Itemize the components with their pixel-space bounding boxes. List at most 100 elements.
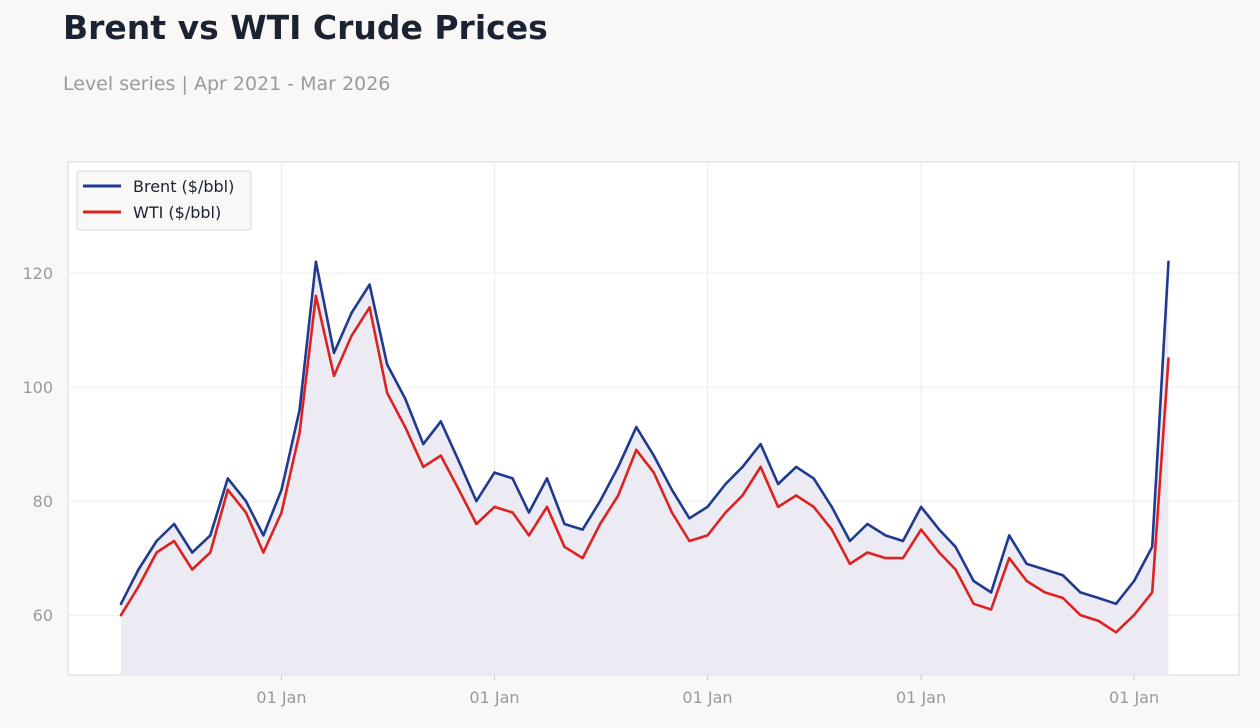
wti-line-point <box>314 294 318 298</box>
brent-line-point <box>1079 591 1082 594</box>
brent-line-point <box>652 454 655 457</box>
wti-line-point <box>919 528 923 531</box>
wti-line-point <box>581 556 584 560</box>
brent-line-point <box>759 442 762 446</box>
brent-line-point <box>298 408 301 412</box>
wti-line-point <box>155 551 158 554</box>
brent-line-point <box>938 528 941 531</box>
wti-line-point <box>938 551 941 554</box>
legend-label-brent: Brent ($/bbl) <box>133 177 234 196</box>
brent-line-point <box>741 465 744 469</box>
wti-line-point <box>635 448 638 452</box>
wti-line-point <box>475 522 478 526</box>
brent-line-point <box>191 551 194 554</box>
brent-line-point <box>563 522 566 526</box>
y-tick-label: 60 <box>33 606 53 625</box>
brent-line-point <box>866 522 869 526</box>
brent-line-point <box>1167 260 1170 263</box>
wti-line-point <box>776 505 780 509</box>
wti-line-point <box>741 494 744 497</box>
wti-line-point <box>511 511 514 514</box>
wti-line-point <box>298 431 301 434</box>
wti-line-point <box>1061 596 1065 600</box>
x-tick-label: 01 Jan <box>469 688 519 707</box>
brent-line-point <box>314 260 318 263</box>
wti-line-point <box>812 505 815 509</box>
wti-line-point <box>457 488 461 491</box>
brent-line-point <box>1132 579 1136 583</box>
area-fill-layer <box>121 261 1169 675</box>
y-tick-label: 100 <box>22 378 53 397</box>
brent-line-point <box>350 311 353 315</box>
wti-line-point <box>1097 619 1100 623</box>
wti-line-point <box>1079 613 1082 617</box>
wti-line-point <box>226 488 229 491</box>
wti-line-point <box>866 551 869 554</box>
wti-line-point <box>670 511 674 514</box>
y-tick-label: 80 <box>33 492 53 511</box>
x-tick-label: 01 Jan <box>256 688 306 707</box>
wti-line-point <box>137 585 140 588</box>
wti-line-point <box>706 534 709 537</box>
brent-line-point <box>475 499 478 503</box>
wti-line-point <box>209 551 212 554</box>
brent-line-point <box>368 283 371 286</box>
wti-line-point <box>350 334 353 338</box>
wti-line-point <box>332 374 336 377</box>
wti-line-point <box>563 545 566 548</box>
brent-line-point <box>226 477 229 480</box>
wti-line-point <box>1132 613 1136 617</box>
wti-line-point <box>830 528 833 531</box>
wti-line-point <box>385 391 389 394</box>
x-tick-label: 01 Jan <box>682 688 732 707</box>
wti-line-point <box>545 505 549 509</box>
brent-line-point <box>670 488 674 491</box>
brent-line-point <box>155 539 158 543</box>
brent-line-point <box>1061 574 1065 577</box>
wti-line-point <box>191 568 194 571</box>
brent-line-point <box>830 505 833 509</box>
legend: Brent ($/bbl) WTI ($/bbl) <box>76 170 252 231</box>
brent-line-point <box>172 522 176 526</box>
brent-line-point <box>812 477 815 480</box>
wti-line-point <box>172 539 176 543</box>
brent-line-point <box>688 517 691 520</box>
brent-line-point <box>545 477 549 480</box>
wti-line-point <box>422 465 425 469</box>
brent-line-point <box>262 534 265 537</box>
brent-line-point <box>1097 596 1100 600</box>
brent-line-point <box>724 482 727 486</box>
brent-line-point <box>439 420 442 423</box>
wti-line-point <box>368 306 371 309</box>
brent-line-point <box>1008 534 1011 537</box>
brent-line-point <box>776 482 780 486</box>
brent-line-point <box>1025 562 1028 566</box>
brent-line-point <box>635 425 638 429</box>
wti-line-point <box>759 465 762 469</box>
wti-line-point <box>1043 591 1047 594</box>
wti-line-point <box>1025 579 1028 583</box>
brent-line-point <box>1043 568 1047 571</box>
wti-line-point <box>439 454 442 457</box>
brent-area-fill <box>121 261 1169 675</box>
brent-line-point <box>848 539 852 543</box>
brent-line-point <box>493 471 496 474</box>
wti-line-point <box>884 556 887 560</box>
y-tick-label: 120 <box>22 264 53 283</box>
wti-line-point <box>262 551 265 554</box>
brent-line-point <box>884 534 887 537</box>
x-tick-label: 01 Jan <box>896 688 946 707</box>
wti-line-point <box>598 522 602 526</box>
brent-line-point <box>989 591 993 594</box>
brent-line-point <box>1114 602 1118 605</box>
wti-line-point <box>119 613 123 617</box>
series-lines <box>119 260 1170 634</box>
wti-line-point <box>989 608 993 611</box>
brent-line-point <box>244 499 248 503</box>
wti-line-point <box>1114 631 1118 634</box>
brent-line-point <box>954 545 957 548</box>
brent-line <box>119 260 1170 606</box>
brent-line-point <box>706 505 709 509</box>
brent-line-point <box>457 460 461 463</box>
